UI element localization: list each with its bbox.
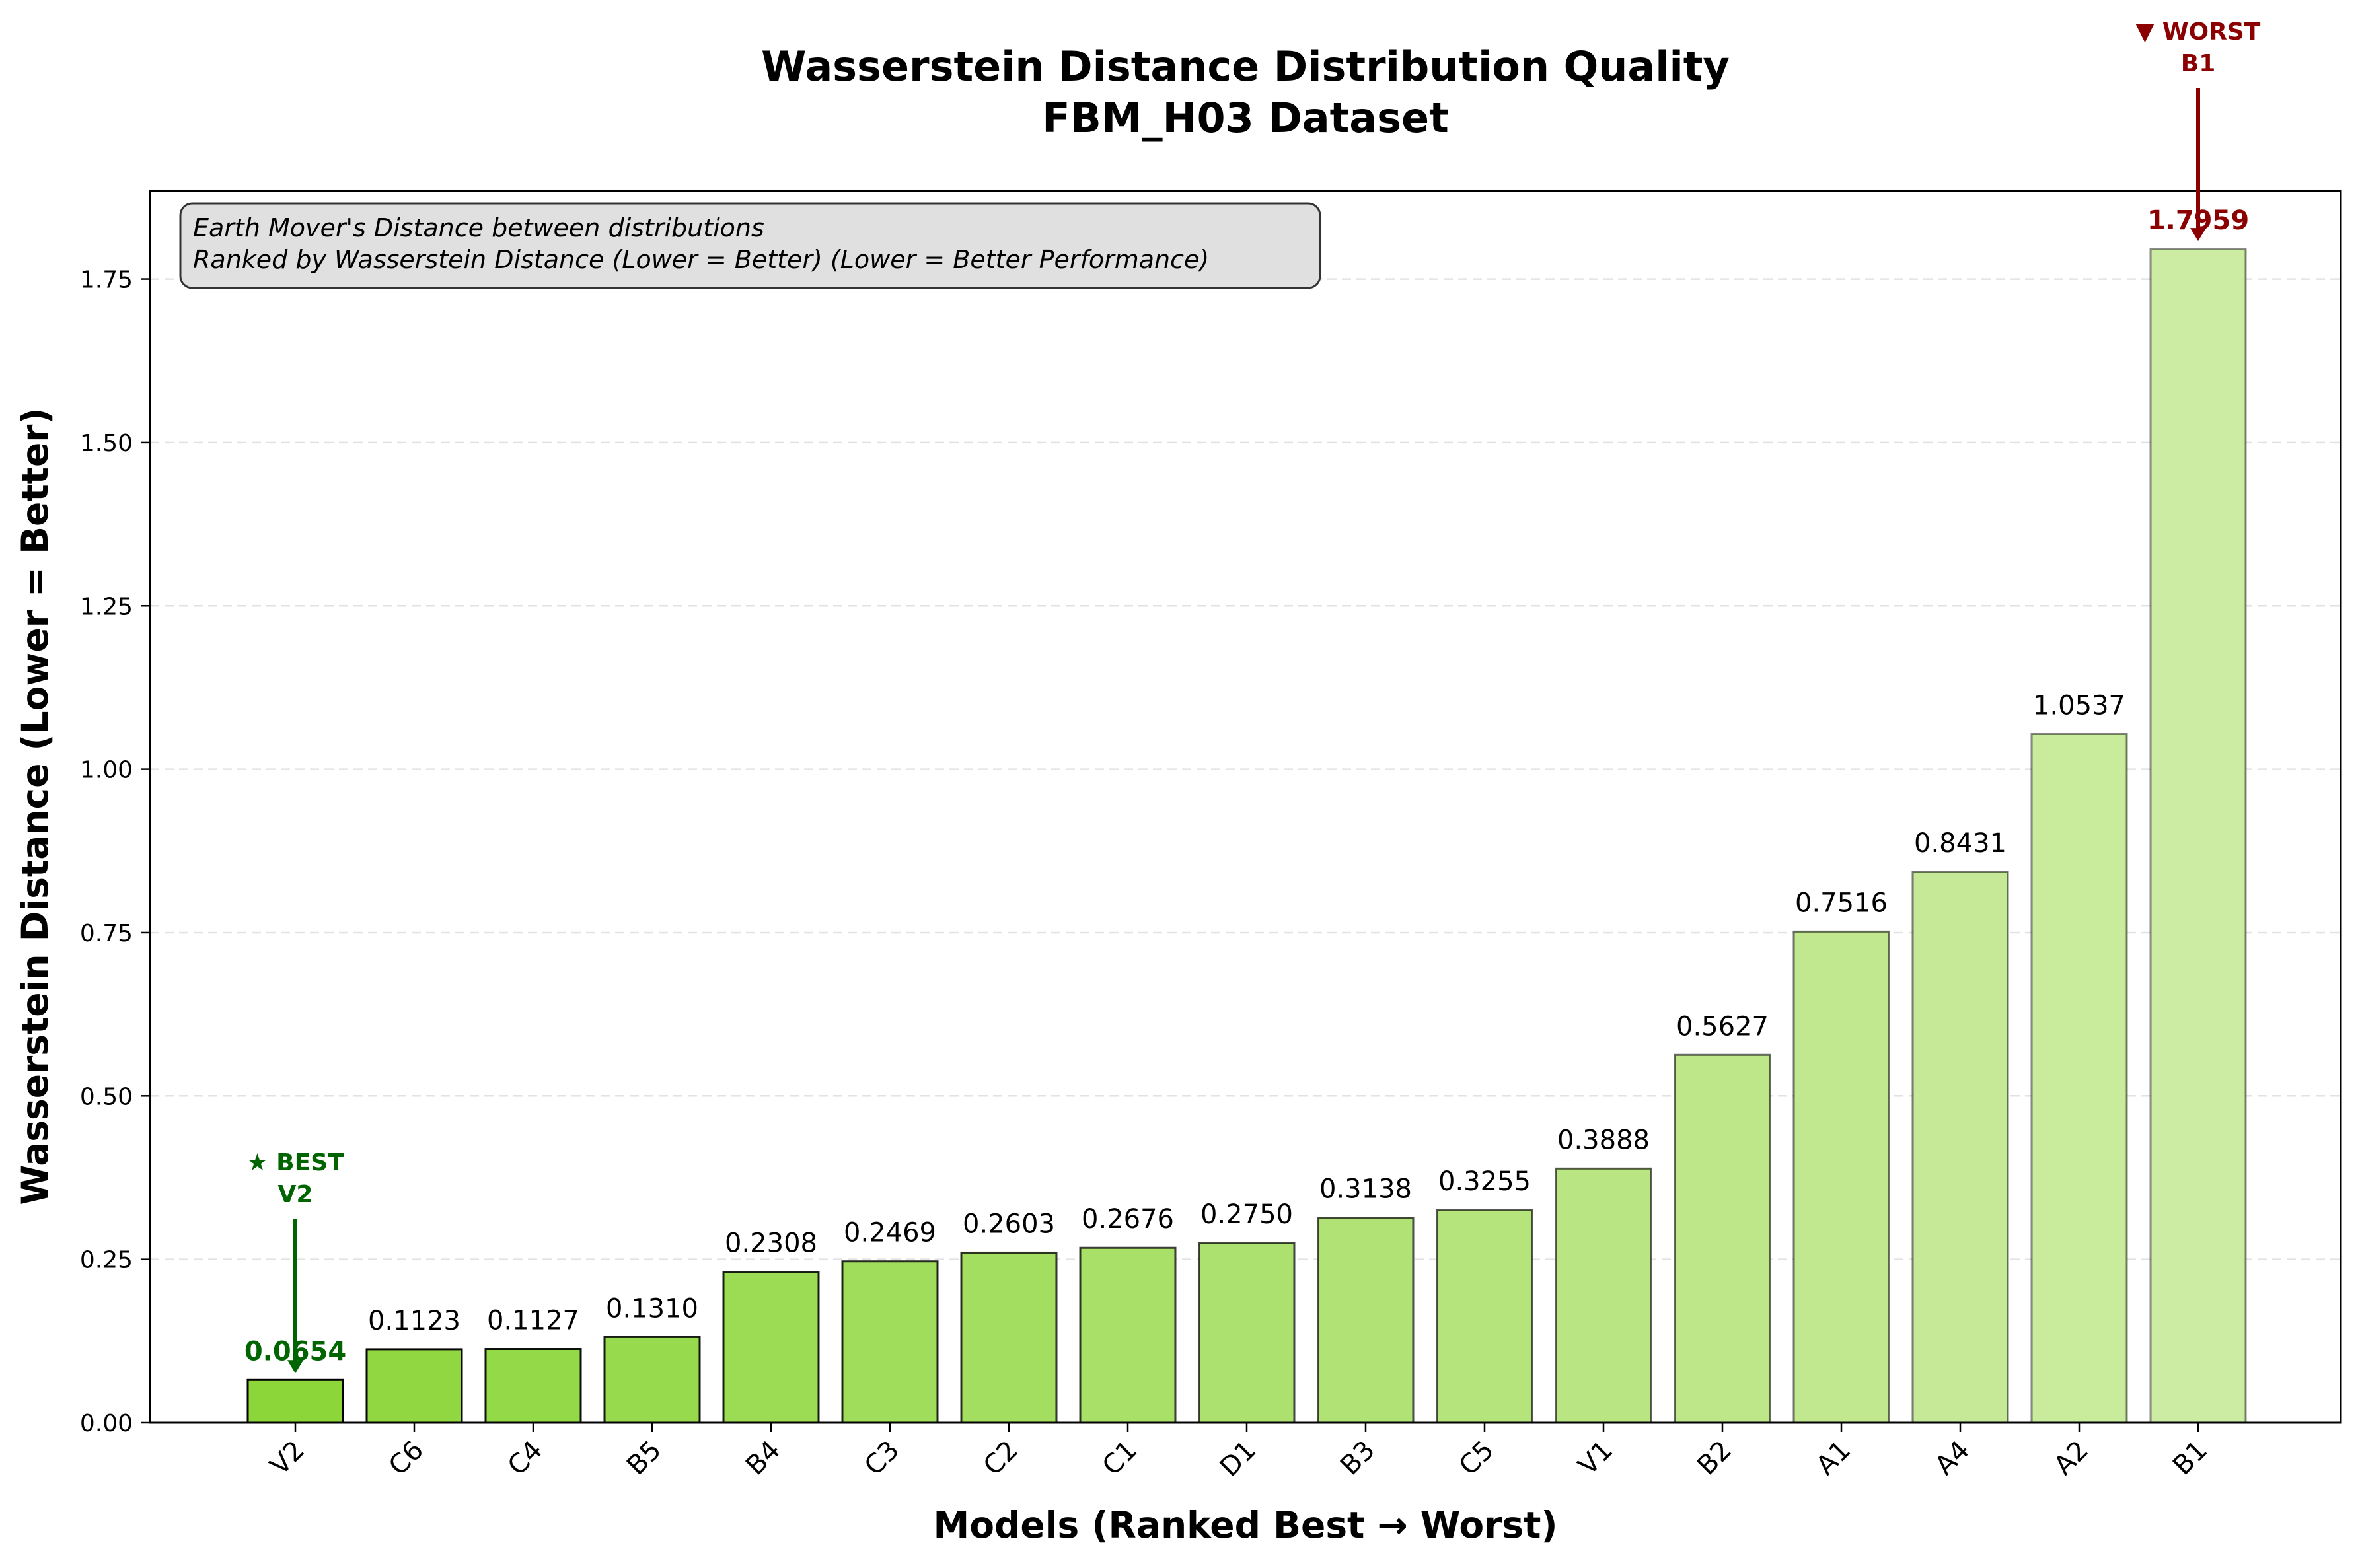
best-annotation-line2: V2 [278, 1181, 313, 1208]
x-tick-label: C6 [383, 1435, 429, 1481]
bar-C2 [960, 1251, 1058, 1424]
value-label-B5: 0.1310 [606, 1293, 698, 1324]
bar-C1 [1079, 1246, 1177, 1424]
x-axis-label: Models (Ranked Best → Worst) [933, 1504, 1557, 1546]
value-label-C6: 0.1123 [368, 1306, 461, 1336]
value-label-C3: 0.2469 [844, 1218, 936, 1248]
y-axis: 0.00 0.25 0.50 0.75 1.00 1.25 1.50 1.75 [80, 267, 150, 1437]
x-axis: V2 C6 C4 B5 B4 C3 C2 C1 D1 B3 C5 V1 B2 A1 A4 A2 B1 [264, 1423, 2213, 1483]
x-tick-label: V1 [1572, 1435, 1619, 1481]
bar-A2 [2030, 732, 2128, 1424]
bar-C6 [365, 1348, 463, 1424]
annotations: ★ BEST V2 ▼ WORST B1 [246, 18, 2261, 1374]
x-tick-label: B3 [1335, 1435, 1381, 1481]
value-label-A4: 0.8431 [1914, 828, 2007, 859]
bar-C5 [1436, 1209, 1533, 1424]
worst-arrow [2190, 88, 2206, 242]
y-tick-label: 0.75 [80, 920, 133, 947]
worst-annotation-line2: B1 [2181, 50, 2216, 77]
bar-B5 [603, 1336, 701, 1424]
best-arrow [287, 1219, 303, 1374]
value-label-B2: 0.5627 [1676, 1011, 1769, 1042]
x-tick-label: C4 [502, 1435, 548, 1481]
y-tick-label: 1.25 [80, 593, 133, 620]
x-tick-label: A4 [1929, 1435, 1975, 1481]
bar-C4 [484, 1347, 582, 1424]
y-tick-label: 0.50 [80, 1083, 133, 1110]
best-arrow-head [287, 1360, 303, 1374]
y-tick-label: 0.00 [80, 1410, 133, 1437]
value-label-V1: 0.3888 [1557, 1125, 1650, 1155]
info-box-background [179, 202, 1321, 289]
bar-B1 [2149, 248, 2247, 1424]
x-tick-label: C5 [1454, 1435, 1500, 1481]
chart-title-line2: FBM_H03 Dataset [1042, 94, 1448, 142]
worst-annotation-line1: ▼ WORST [2136, 18, 2261, 46]
y-tick-label: 1.00 [80, 757, 133, 784]
info-box-line2: Ranked by Wasserstein Distance (Lower = … [193, 245, 1209, 274]
bar-B4 [722, 1271, 820, 1424]
x-tick-label: V2 [264, 1435, 311, 1481]
chart-title-line1: Wasserstein Distance Distribution Qualit… [761, 42, 1730, 90]
y-tick-label: 0.25 [80, 1247, 133, 1274]
bars [246, 248, 2247, 1424]
gridlines [150, 278, 2341, 1260]
value-label-B4: 0.2308 [725, 1229, 817, 1259]
bar-B2 [1674, 1053, 1771, 1424]
value-label-A1: 0.7516 [1795, 888, 1888, 918]
x-tick-label: B2 [1691, 1435, 1738, 1481]
value-label-A2: 1.0537 [2033, 690, 2125, 721]
best-annotation-line1: ★ BEST [246, 1149, 344, 1176]
x-tick-label: B1 [2167, 1435, 2213, 1481]
value-label-C4: 0.1127 [487, 1305, 579, 1336]
worst-arrow-head [2190, 228, 2206, 242]
bar-C3 [841, 1260, 939, 1424]
value-label-D1: 0.2750 [1200, 1199, 1293, 1230]
x-tick-label: C1 [1097, 1435, 1143, 1481]
value-label-C5: 0.3255 [1438, 1166, 1531, 1197]
value-label-C1: 0.2676 [1082, 1204, 1174, 1234]
bar-B3 [1317, 1217, 1415, 1424]
value-labels: 0.06540.11230.11270.13100.23080.24690.26… [244, 205, 2249, 1367]
x-tick-label: A1 [1810, 1435, 1857, 1481]
info-box-line1: Earth Mover's Distance between distribut… [193, 213, 764, 242]
x-tick-label: C3 [859, 1435, 905, 1481]
x-tick-label: A2 [2048, 1435, 2094, 1481]
bar-V1 [1555, 1167, 1652, 1424]
plot-frame [149, 190, 2342, 1424]
value-label-B3: 0.3138 [1319, 1174, 1412, 1205]
x-tick-label: D1 [1214, 1435, 1262, 1483]
bar-V2 [246, 1378, 344, 1424]
bar-D1 [1198, 1242, 1296, 1424]
x-tick-label: B4 [740, 1435, 786, 1481]
x-tick-label: B5 [621, 1435, 667, 1481]
x-tick-label: C2 [978, 1435, 1024, 1481]
y-axis-label: Wasserstein Distance (Lower = Better) [14, 408, 56, 1205]
bar-A1 [1792, 930, 1890, 1424]
value-label-C2: 0.2603 [963, 1209, 1055, 1239]
y-tick-label: 1.50 [80, 430, 133, 457]
info-box: Earth Mover's Distance between distribut… [179, 202, 1321, 289]
y-tick-label: 1.75 [80, 267, 133, 294]
bar-A4 [1911, 871, 2009, 1424]
